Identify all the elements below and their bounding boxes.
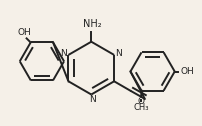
Text: NH₂: NH₂ [82, 19, 101, 29]
Text: O: O [137, 97, 144, 106]
Text: N: N [115, 49, 121, 58]
Text: OH: OH [17, 28, 31, 37]
Text: N: N [60, 49, 67, 58]
Text: OH: OH [179, 67, 193, 76]
Text: CH₃: CH₃ [133, 103, 148, 112]
Text: N: N [88, 95, 95, 104]
